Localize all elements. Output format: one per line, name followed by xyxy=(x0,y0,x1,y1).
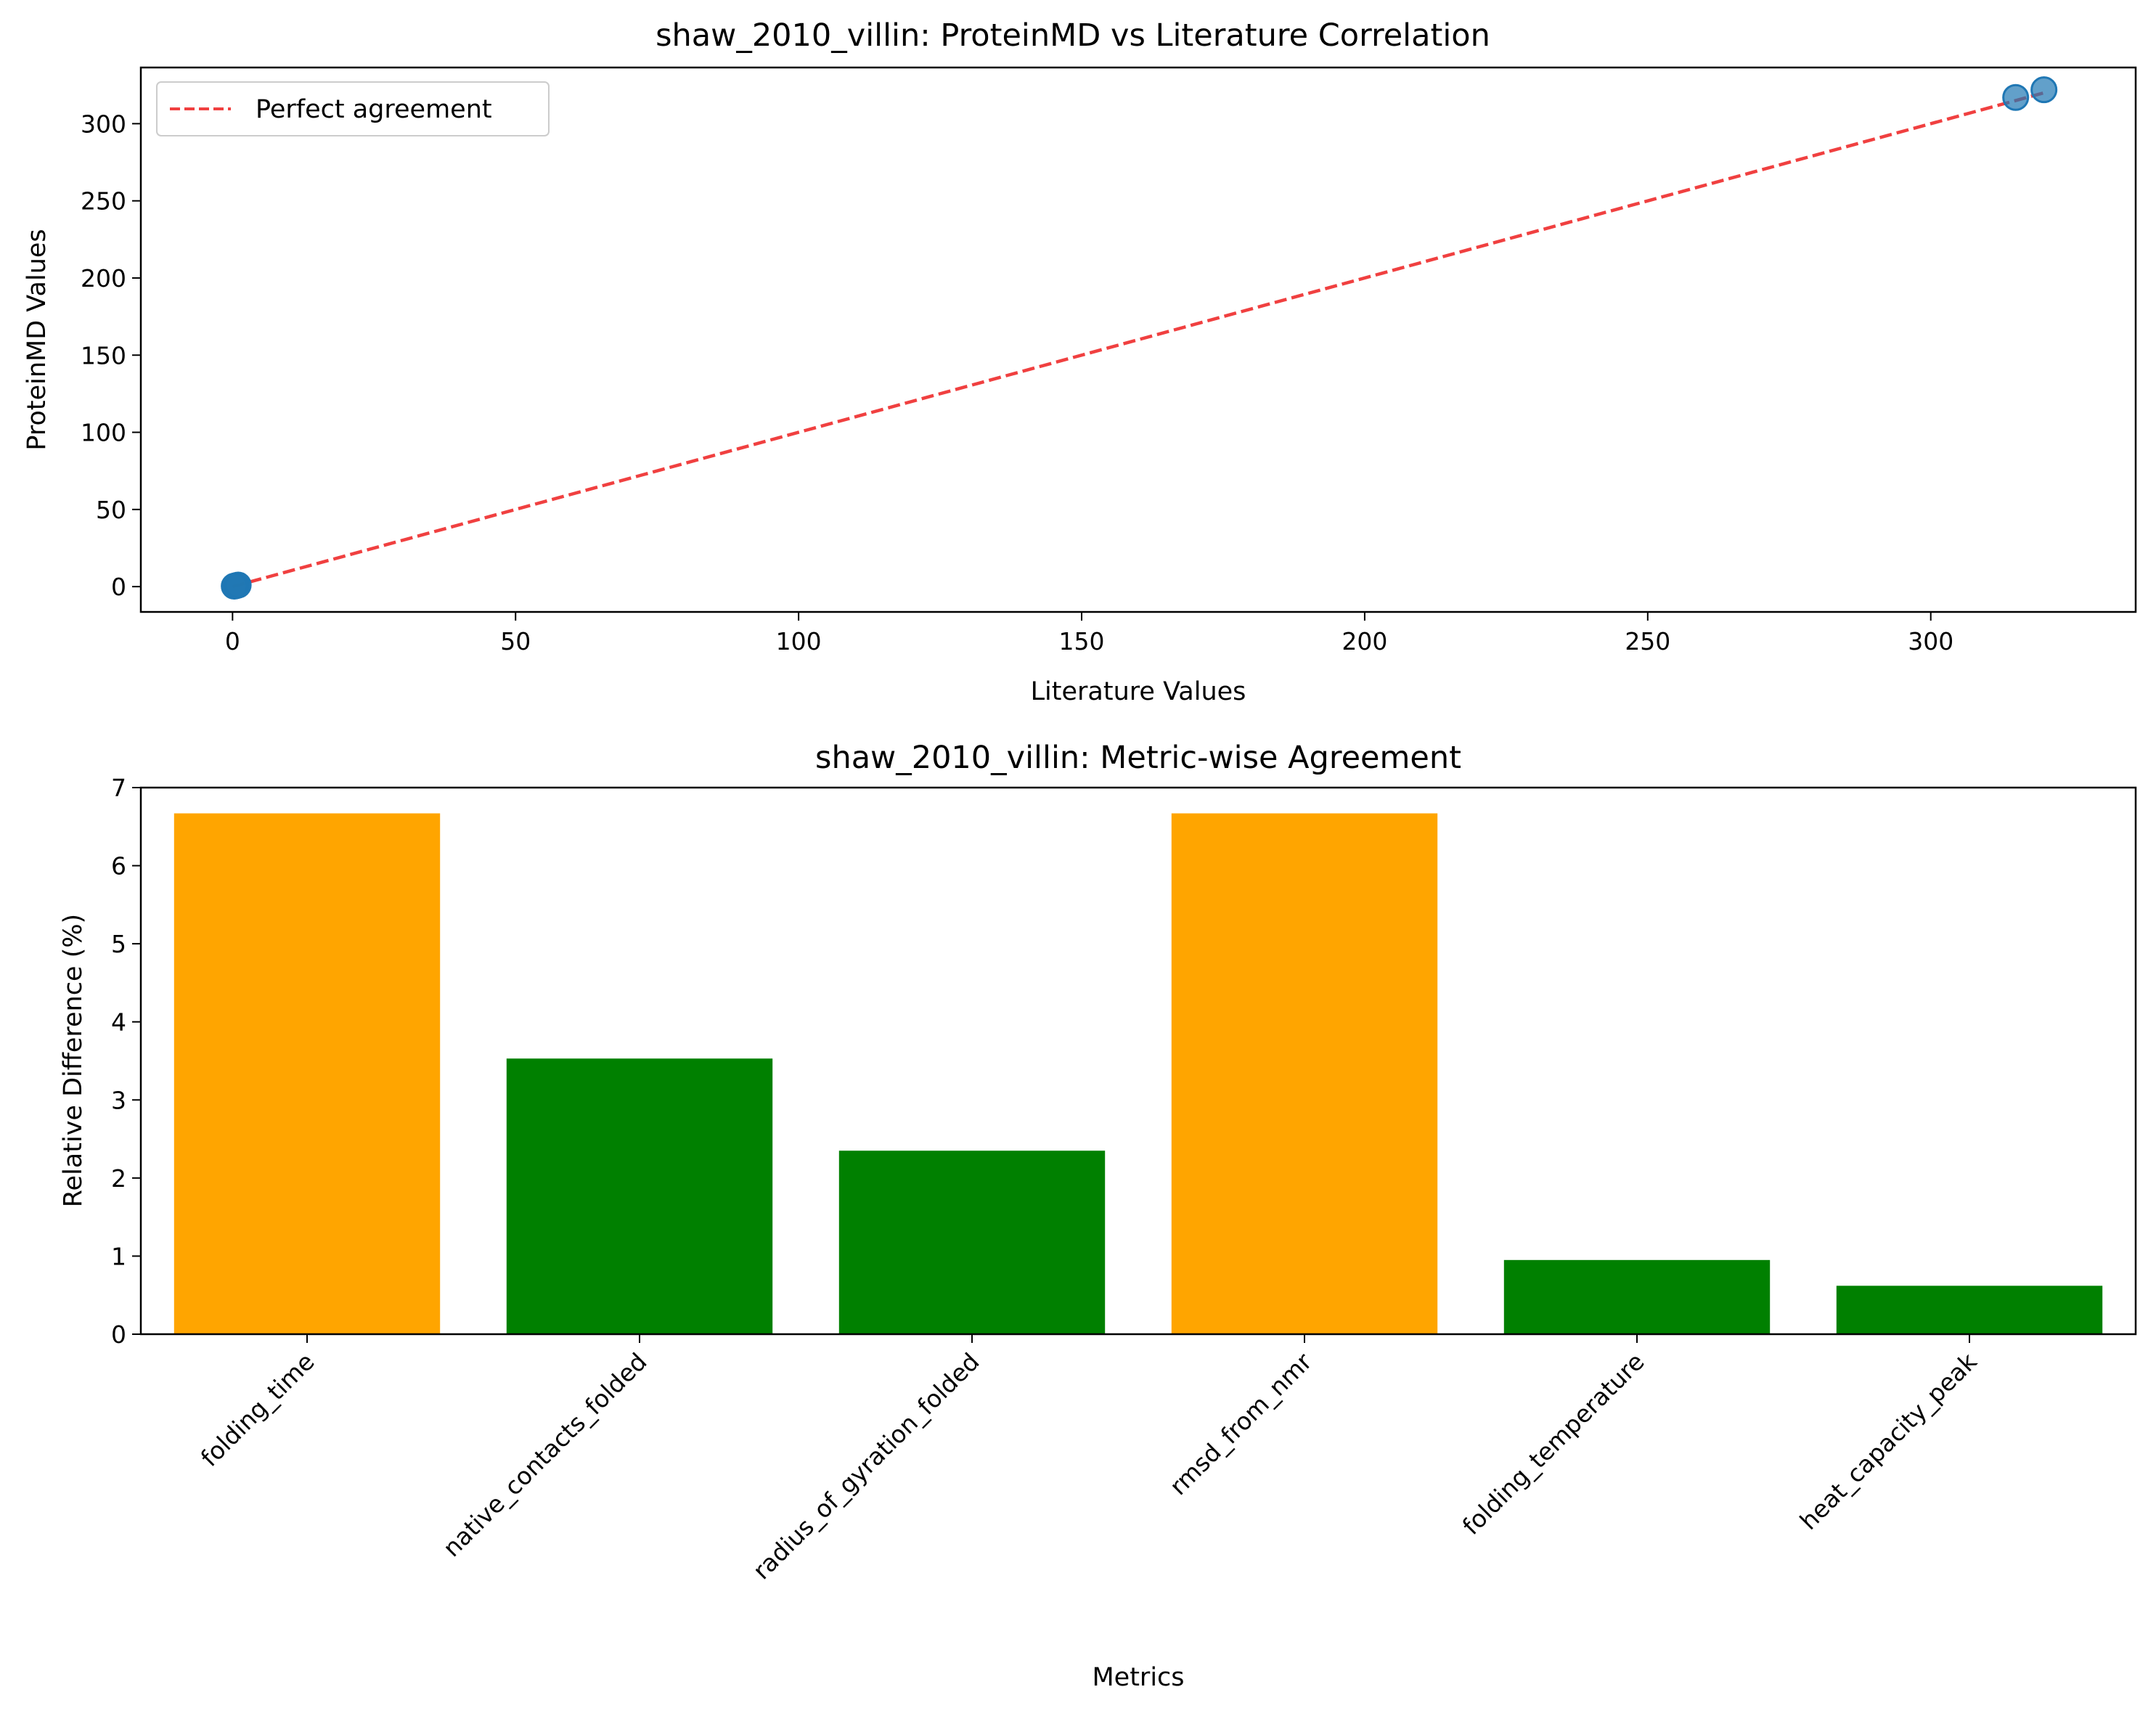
bar-chart: shaw_2010_villin: Metric-wise Agreement … xyxy=(59,740,2137,1692)
y-tick-label: 1 xyxy=(111,1242,126,1270)
x-tick-label: native_contacts_folded xyxy=(437,1347,652,1562)
x-tick-label: 200 xyxy=(1342,627,1387,655)
x-tick-label: 150 xyxy=(1059,627,1105,655)
bar xyxy=(1171,813,1438,1334)
bar-chart-title: shaw_2010_villin: Metric-wise Agreement xyxy=(815,740,1461,776)
bar xyxy=(506,1058,773,1334)
x-tick-label: 250 xyxy=(1625,627,1670,655)
x-tick-label: 50 xyxy=(500,627,531,655)
y-tick-label: 4 xyxy=(111,1008,126,1037)
scatter-point xyxy=(2002,83,2030,111)
bar-x-axis: folding_time native_contacts_folded radius… xyxy=(195,1334,1983,1585)
x-tick-label: rmsd_from_nmr xyxy=(1164,1347,1318,1501)
bar xyxy=(173,813,441,1334)
y-tick-label: 300 xyxy=(81,110,126,138)
scatter-y-axis-label: ProteinMD Values xyxy=(23,229,52,450)
scatter-point xyxy=(224,571,252,599)
scatter-plot-area xyxy=(139,66,2137,613)
y-tick-label: 5 xyxy=(111,930,126,958)
bar-y-axis: 0 1 2 3 4 5 6 7 xyxy=(111,774,141,1349)
perfect-agreement-line-path xyxy=(232,91,2045,589)
bar-plot-area xyxy=(139,786,2137,1336)
x-tick-label: 300 xyxy=(1908,627,1953,655)
bar xyxy=(1836,1286,2103,1334)
y-tick-label: 150 xyxy=(81,341,126,369)
y-tick-label: 6 xyxy=(111,852,126,881)
x-tick-label: folding_temperature xyxy=(1457,1347,1650,1540)
x-tick-label: folding_time xyxy=(195,1347,320,1472)
bar xyxy=(838,1151,1106,1334)
y-tick-label: 0 xyxy=(111,1320,126,1349)
scatter-chart: shaw_2010_villin: ProteinMD vs Literatur… xyxy=(23,17,2137,706)
scatter-point xyxy=(2030,76,2058,104)
x-tick-label: radius_of_gyration_folded xyxy=(747,1347,984,1585)
y-tick-label: 250 xyxy=(81,187,126,216)
scatter-x-axis: 0 50 100 150 200 250 300 xyxy=(225,612,1953,655)
perfect-agreement-line xyxy=(232,91,2045,589)
y-tick-label: 2 xyxy=(111,1164,126,1193)
bars xyxy=(173,813,2103,1334)
scatter-y-axis: 0 50 100 150 200 250 300 xyxy=(81,110,141,601)
y-tick-label: 200 xyxy=(81,264,126,293)
y-tick-label: 7 xyxy=(111,774,126,802)
scatter-legend: Perfect agreement xyxy=(156,81,550,136)
bar xyxy=(1503,1259,1771,1334)
scatter-points xyxy=(221,76,2058,600)
y-tick-label: 0 xyxy=(111,573,126,601)
scatter-chart-title: shaw_2010_villin: ProteinMD vs Literatur… xyxy=(656,17,1490,54)
y-tick-label: 3 xyxy=(111,1086,126,1114)
legend-label: Perfect agreement xyxy=(256,95,492,124)
x-tick-label: 0 xyxy=(225,627,240,655)
bar-x-axis-label: Metrics xyxy=(1092,1663,1184,1692)
x-tick-label: 100 xyxy=(776,627,822,655)
bar-y-axis-label: Relative Difference (%) xyxy=(59,914,88,1207)
x-tick-label: heat_capacity_peak xyxy=(1794,1347,1983,1535)
scatter-x-axis-label: Literature Values xyxy=(1031,677,1246,706)
legend-box xyxy=(156,81,550,136)
y-tick-label: 50 xyxy=(96,496,126,524)
y-tick-label: 100 xyxy=(81,419,126,447)
